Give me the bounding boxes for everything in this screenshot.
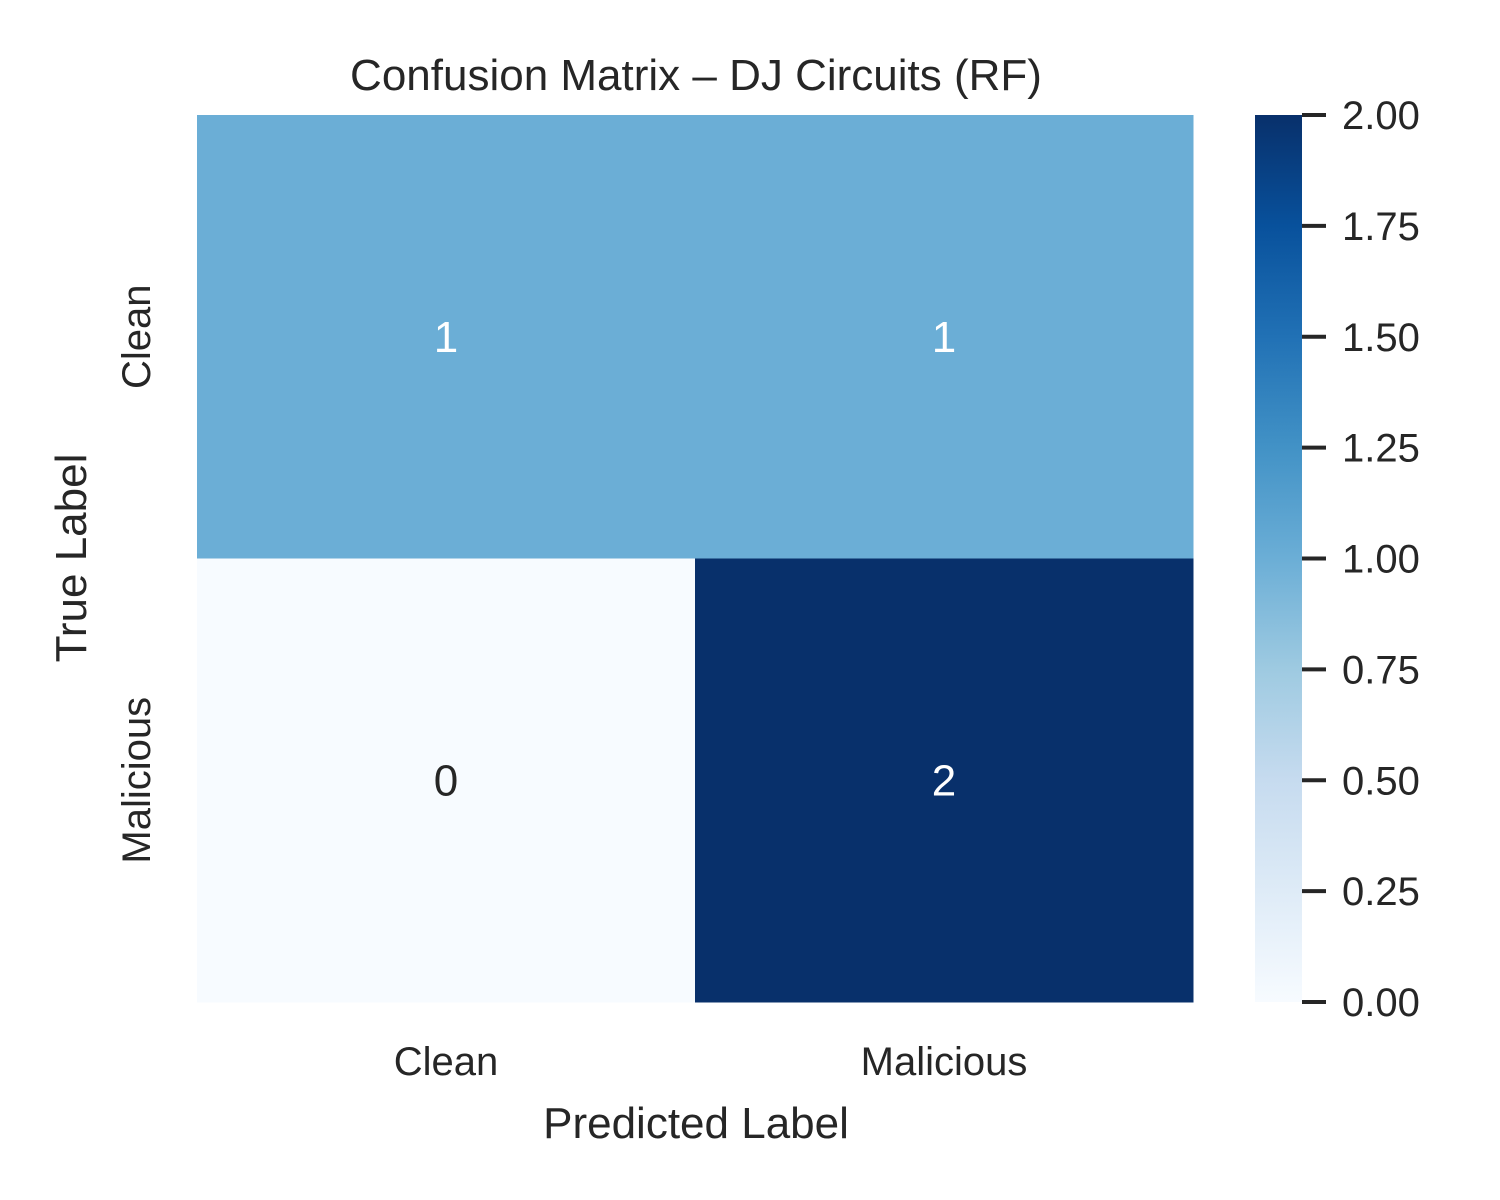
heatmap-cell-labels: 1 1 0 2 [434,313,956,806]
heatmap-cell [695,558,1194,1003]
colorbar-tick-label: 0.00 [1342,981,1420,1025]
colorbar-tick-label: 1.75 [1342,205,1420,249]
heatmap-cell [695,115,1194,559]
heatmap-cells [197,115,1194,1003]
colorbar-tick-label: 2.00 [1342,94,1420,138]
y-tick-label: Clean [115,284,159,389]
heatmap-cell-label: 0 [434,756,458,805]
colorbar-tick-label: 0.25 [1342,870,1420,914]
y-tick-label: Malicious [115,697,159,864]
colorbar-ticks: 0.00 0.25 0.50 0.75 1.00 1.25 1.50 1.75 2.00 [1302,94,1420,1025]
colorbar-tick-label: 1.50 [1342,316,1420,360]
x-axis-label: Predicted Label [543,1099,849,1148]
heatmap-cell-label: 1 [932,313,956,362]
x-tick-label: Clean [394,1040,499,1084]
heatmap-cell [197,115,696,559]
colorbar-tick-label: 0.75 [1342,648,1420,692]
heatmap-cell-label: 1 [434,313,458,362]
y-axis-label: True Label [47,454,96,663]
chart-title: Confusion Matrix – DJ Circuits (RF) [350,51,1042,100]
colorbar-tick-label: 1.25 [1342,427,1420,471]
colorbar-tick-label: 1.00 [1342,538,1420,582]
x-axis-tick-labels: Clean Malicious [394,1040,1028,1084]
colorbar-tick-label: 0.50 [1342,759,1420,803]
heatmap-cell [197,558,696,1003]
y-axis-tick-labels: Clean Malicious [115,284,159,863]
heatmap-cell-label: 2 [932,756,956,805]
x-tick-label: Malicious [861,1040,1028,1084]
colorbar [1255,115,1302,1002]
